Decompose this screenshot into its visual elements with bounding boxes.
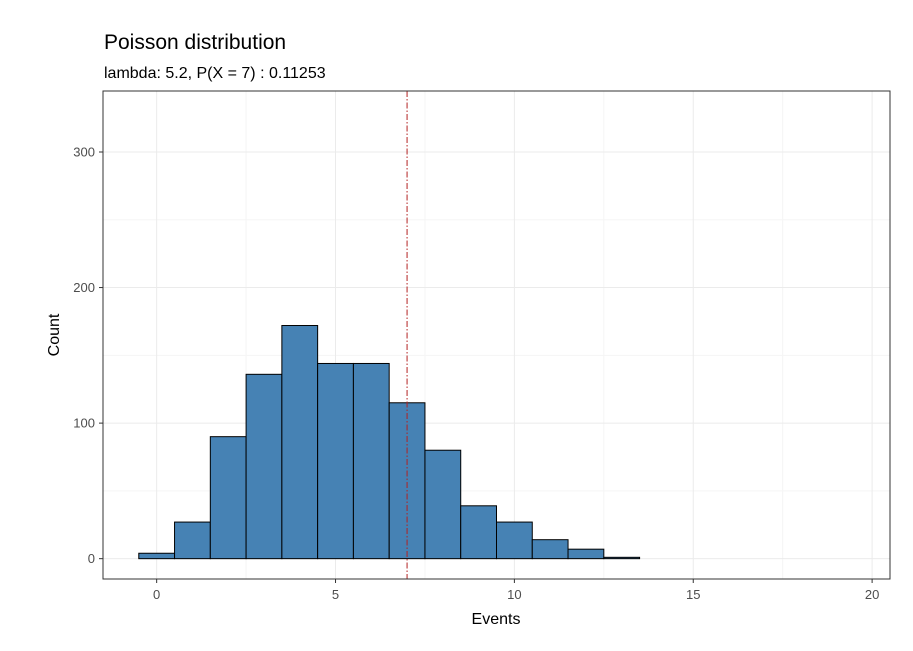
histogram-bar: [281, 325, 319, 560]
histogram-bar: [603, 556, 641, 560]
histogram-bars: [138, 325, 641, 560]
histogram-bar: [317, 362, 354, 560]
y-axis: 0 100 200 300: [73, 145, 103, 566]
histogram-bar: [245, 373, 283, 560]
x-tick-label: 10: [507, 587, 521, 602]
x-axis-title: Events: [472, 611, 521, 628]
histogram-bar: [424, 449, 462, 560]
histogram-bar: [138, 552, 176, 560]
histogram-bar: [352, 362, 390, 560]
histogram-bar: [496, 521, 533, 560]
x-tick-label: 20: [865, 587, 879, 602]
x-axis: 0 5 10 15 20: [153, 579, 879, 602]
x-tick-label: 15: [686, 587, 700, 602]
y-tick-label: 200: [73, 280, 95, 295]
histogram-bar: [460, 505, 497, 560]
panel-border: [102, 90, 891, 580]
histogram-bar: [209, 436, 247, 560]
chart-title: Poisson distribution: [104, 31, 286, 54]
histogram-bar: [567, 548, 605, 560]
y-tick-label: 0: [88, 551, 95, 566]
x-tick-label: 0: [153, 587, 160, 602]
y-axis-title: Count: [46, 313, 63, 356]
histogram-bar: [531, 539, 569, 560]
x-tick-label: 5: [332, 587, 339, 602]
histogram-bar: [174, 521, 211, 560]
y-tick-label: 100: [73, 416, 95, 431]
y-tick-label: 300: [73, 145, 95, 160]
chart-subtitle: lambda: 5.2, P(X = 7) : 0.11253: [104, 65, 326, 82]
